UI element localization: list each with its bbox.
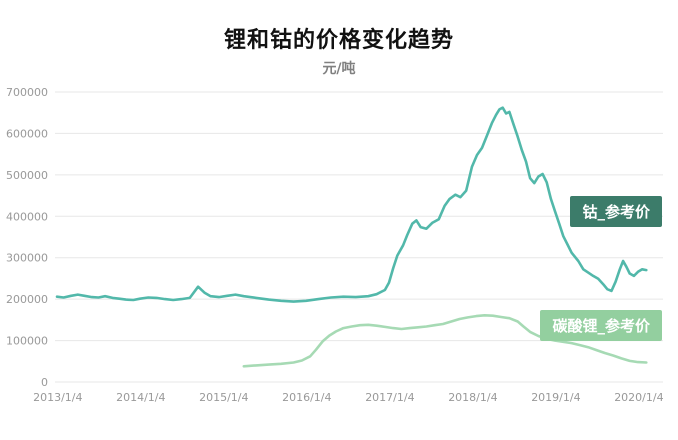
x-tick-label: 2020/1/4 xyxy=(614,391,663,404)
y-tick-label: 300000 xyxy=(6,252,48,265)
series-label-cobalt: 钴_参考价 xyxy=(570,196,662,227)
y-tick-label: 600000 xyxy=(6,127,48,140)
y-tick-label: 500000 xyxy=(6,169,48,182)
x-tick-label: 2016/1/4 xyxy=(282,391,331,404)
series-line-cobalt xyxy=(55,106,648,303)
chart-title: 锂和钴的价格变化趋势 xyxy=(223,28,454,53)
x-tick-label: 2018/1/4 xyxy=(448,391,497,404)
x-tick-label: 2019/1/4 xyxy=(531,391,580,404)
y-tick-label: 700000 xyxy=(6,86,48,99)
y-tick-label: 200000 xyxy=(6,293,48,306)
x-tick-label: 2014/1/4 xyxy=(116,391,165,404)
x-tick-label: 2015/1/4 xyxy=(199,391,248,404)
series-line-lithium xyxy=(242,313,648,368)
y-tick-label: 0 xyxy=(41,376,48,389)
x-tick-label: 2013/1/4 xyxy=(33,391,82,404)
series-label-lithium: 碳酸锂_参考价 xyxy=(540,310,662,341)
chart-subtitle: 元/吨 xyxy=(322,61,356,77)
y-tick-label: 400000 xyxy=(6,210,48,223)
y-tick-label: 100000 xyxy=(6,335,48,348)
x-tick-label: 2017/1/4 xyxy=(365,391,414,404)
